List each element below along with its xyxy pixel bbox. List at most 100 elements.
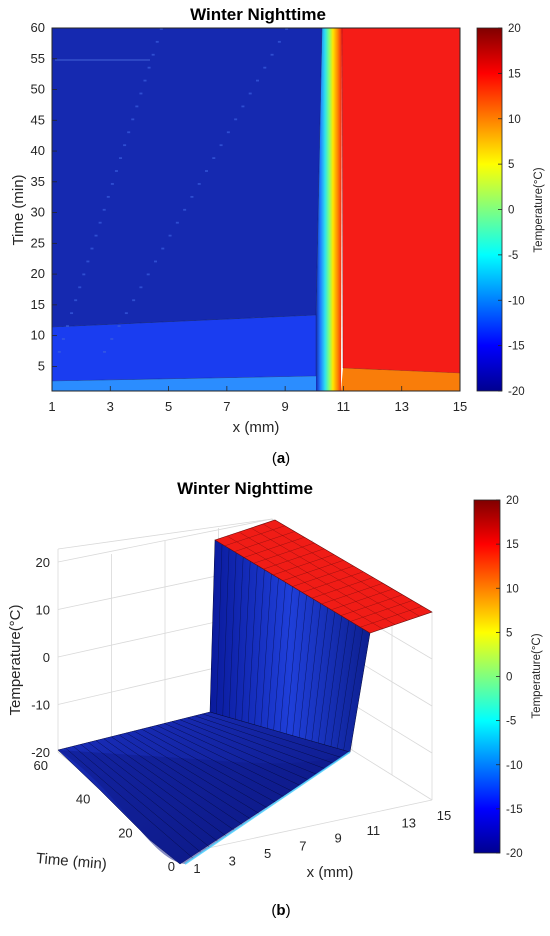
floor-mesh-line: [111, 736, 243, 826]
wall-mesh-line: [222, 548, 230, 716]
caption-b: (b): [271, 902, 290, 919]
x-tick-label: 13: [394, 399, 408, 414]
x-tick-label: 11: [337, 399, 351, 414]
box-edge: [57, 518, 273, 550]
wall-mesh-line: [292, 594, 307, 736]
surface-front-edge: [184, 751, 351, 865]
y-tick-label: 60: [31, 20, 45, 35]
floor-mesh-line: [202, 713, 342, 758]
time-tick-label: 40: [76, 792, 90, 807]
panel-b-xlabel: x (mm): [307, 864, 354, 881]
wall-mesh-line: [254, 569, 265, 725]
top-mesh-line: [226, 535, 383, 630]
contour-artifact: [234, 118, 238, 121]
x-tick-label: 11: [367, 823, 381, 838]
z-tick-label: 10: [36, 603, 50, 618]
contour-artifact: [102, 208, 106, 211]
contour-artifact: [135, 105, 139, 108]
panel-a-y-ticks: 5 10 15 20 25 30 35 40 45 50 55 60: [31, 20, 57, 373]
contour-artifact: [124, 312, 128, 315]
contour-artifact: [139, 286, 143, 289]
top-mesh-line: [282, 560, 344, 581]
contour-artifact: [219, 144, 223, 147]
top-mesh-line: [250, 527, 408, 621]
floor-mesh-line: [80, 744, 210, 848]
colorbar-tick-label: 10: [508, 114, 521, 126]
contour-artifact: [119, 157, 123, 160]
y-tick-label: 5: [38, 358, 45, 373]
contour-artifact: [70, 312, 74, 315]
wall-mesh-line: [305, 603, 321, 740]
colorbar-tick-label: 20: [506, 495, 519, 507]
surface-floor-mesh: [65, 713, 342, 859]
panel-b-colorbar: 20 15 10 5 0 -5 -10 -15 -20 Temperature(°C): [473, 495, 543, 860]
x-tick-label: 13: [401, 816, 415, 831]
contour-artifact: [197, 183, 201, 185]
x-tick-label: 9: [282, 399, 289, 414]
contour-artifact: [86, 260, 90, 263]
panel-b-ylabel: Time (min): [35, 850, 107, 873]
panel-a-colorbar: 20 15 10 5 0 -5 -10 -15 -20 Temperature(°C): [476, 23, 545, 398]
time-tick-label: 60: [34, 758, 48, 773]
colorbar-tick-label: -15: [508, 341, 525, 353]
top-mesh-line: [360, 606, 423, 628]
z-tick-label: -20: [31, 745, 50, 760]
region-warm-transient: [341, 368, 460, 391]
colorbar-tick-label: 0: [508, 205, 514, 217]
z-tick-label: 0: [43, 650, 50, 665]
surface: [57, 519, 433, 865]
y-tick-label: 20: [31, 266, 45, 281]
panel-a: Winter Nighttime 1 3 5 7 9 11 13 15 51015202530…: [10, 5, 545, 467]
top-mesh-line: [311, 577, 374, 599]
contour-artifact: [78, 286, 82, 289]
contour-artifact: [155, 40, 159, 43]
colorbar-tick-label: -5: [506, 716, 516, 728]
wall-mesh-line: [279, 586, 293, 733]
wall-mesh-line: [241, 561, 251, 722]
floor-mesh-line: [194, 715, 334, 764]
contour-artifact: [103, 351, 106, 353]
colorbar-tick-label: 15: [508, 68, 521, 80]
y-tick-label: 50: [31, 82, 45, 97]
panel-a-title: Winter Nighttime: [190, 5, 326, 24]
floor-mesh-line: [141, 728, 276, 803]
top-mesh-line: [234, 531, 295, 552]
contour-artifact: [114, 170, 118, 172]
wall-mesh-line: [317, 611, 336, 743]
panel-a-xlabel: x (mm): [233, 419, 280, 436]
wall-mesh-line: [247, 565, 258, 723]
contour-artifact: [256, 79, 259, 82]
contour-artifact: [57, 351, 61, 353]
floor-mesh-line: [126, 732, 260, 814]
wall-mesh-line: [228, 552, 237, 718]
contour-artifact: [61, 338, 65, 340]
colorbar-tick-label: 0: [506, 672, 512, 684]
contour-artifact: [132, 299, 136, 302]
contour-line-3: [341, 27, 344, 369]
surface-floor-curve: [58, 750, 350, 864]
panel-b-title: Winter Nighttime: [177, 479, 313, 498]
box-edge: [184, 799, 433, 854]
x-tick-label: 5: [264, 846, 271, 861]
contour-artifact: [212, 157, 216, 160]
x-tick-label: 7: [299, 838, 306, 853]
contour-artifact: [110, 183, 114, 185]
top-mesh-line: [262, 523, 420, 617]
top-mesh-line: [292, 565, 354, 587]
colorbar-tick-label: -5: [508, 250, 518, 262]
top-mesh-line: [263, 548, 325, 570]
y-tick-label: 45: [31, 112, 45, 127]
contour-artifact: [147, 66, 151, 69]
y-tick-label: 25: [31, 235, 45, 250]
y-tick-label: 15: [31, 297, 45, 312]
contour-artifact: [74, 299, 78, 302]
time-tick-label: 0: [168, 859, 175, 874]
floor-mesh-line: [164, 723, 301, 786]
colorbar-tick-label: -10: [508, 295, 525, 307]
floor-mesh-line: [133, 730, 268, 809]
wall-mesh-line: [311, 607, 328, 742]
panel-a-colorbar-label: Temperature(°C): [533, 167, 545, 252]
contour-artifact: [143, 79, 147, 82]
colorbar-tick-label: 5: [508, 159, 514, 171]
